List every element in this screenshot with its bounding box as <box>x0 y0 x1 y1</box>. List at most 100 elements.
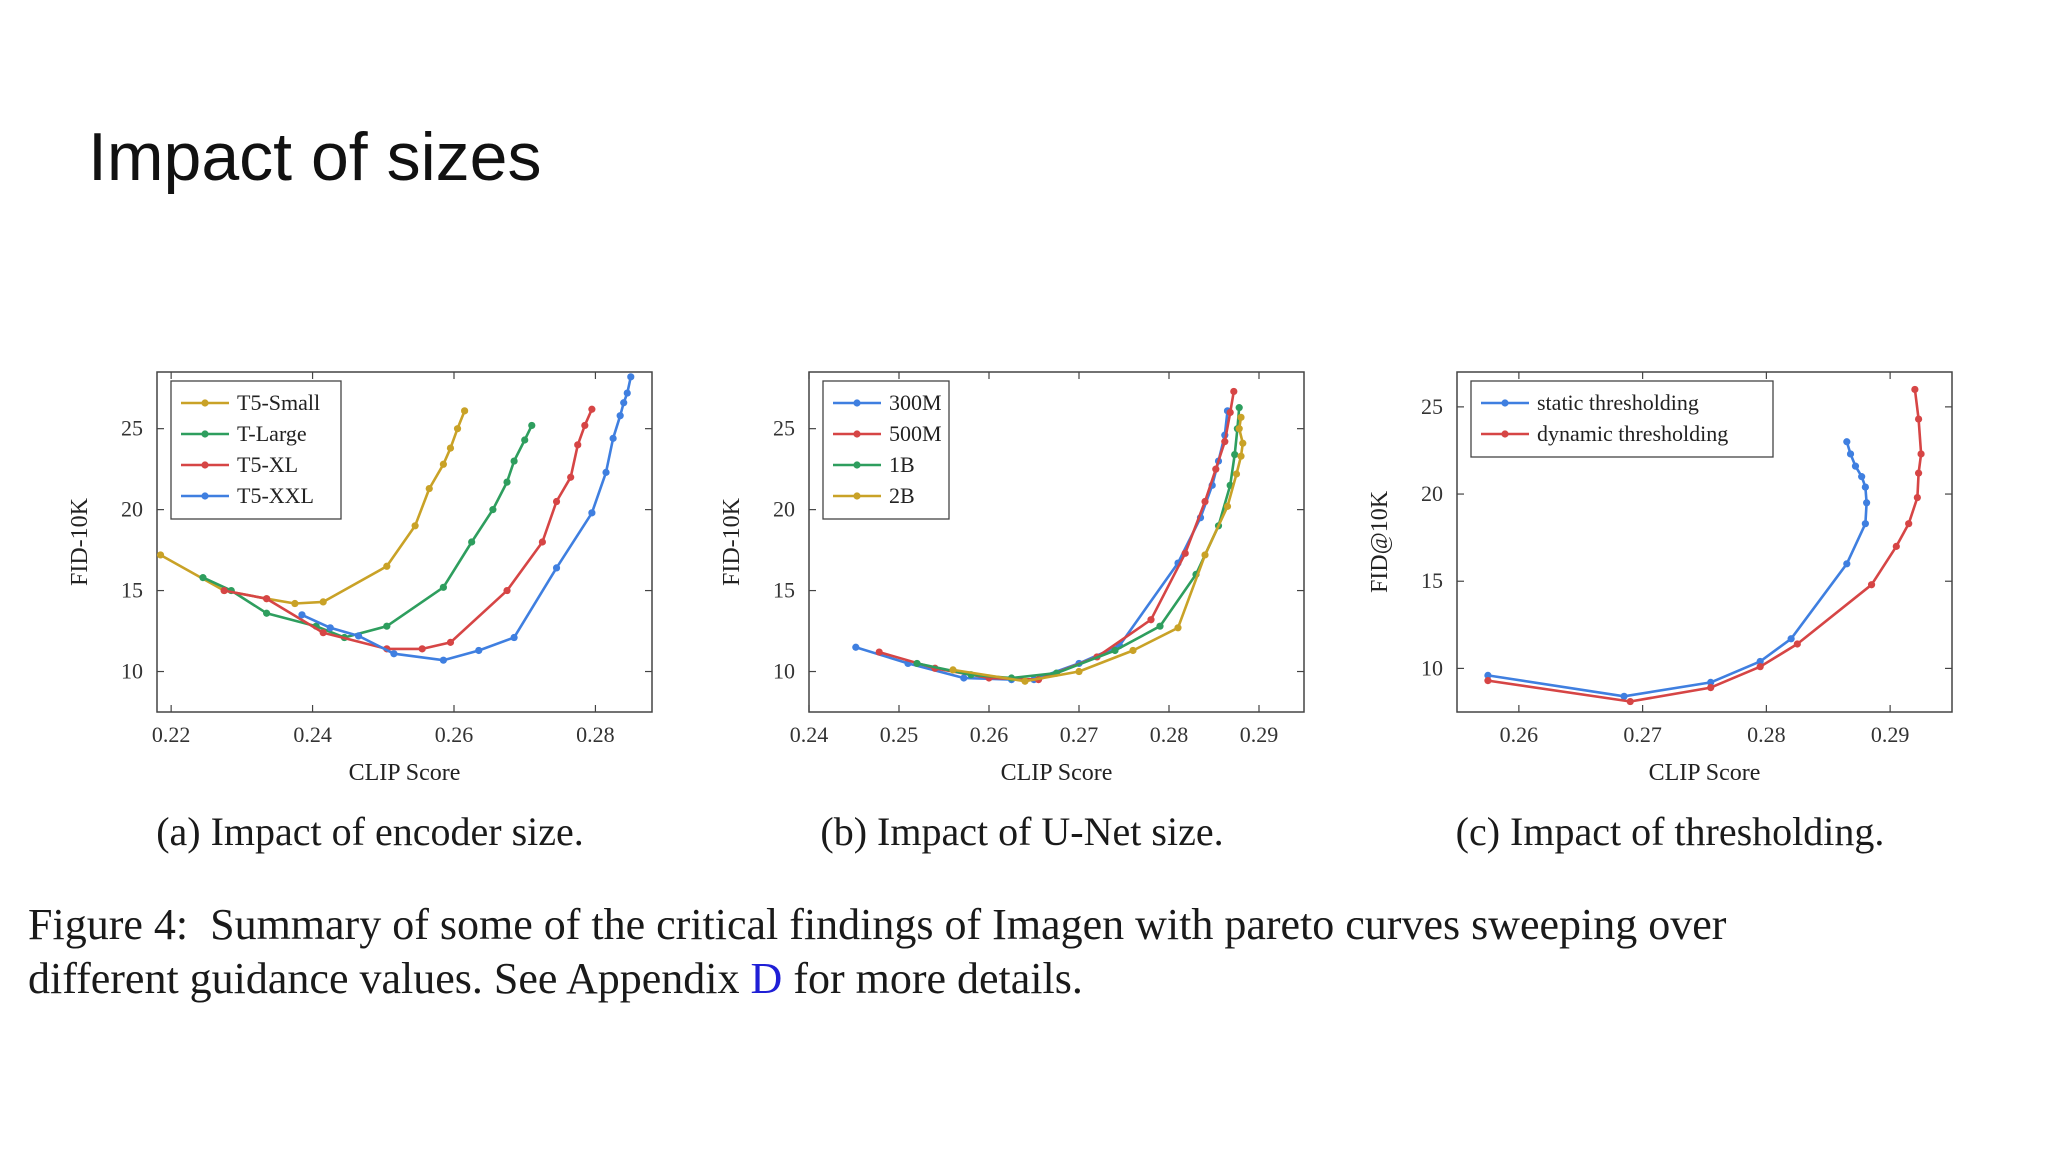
data-point-t5-xl <box>418 645 426 653</box>
data-point-t5-xl <box>574 441 582 449</box>
legend-label-2b: 2B <box>889 483 915 508</box>
data-point-static-thresholding <box>1851 462 1860 470</box>
data-point-t5-xxl <box>475 646 483 655</box>
data-point-t-large <box>528 421 536 430</box>
data-point-t-large <box>199 574 207 582</box>
data-point-2b <box>1075 667 1083 676</box>
data-point-t5-xxl <box>439 656 447 664</box>
y-tick-label: 20 <box>121 497 143 522</box>
y-tick-label: 15 <box>121 578 143 603</box>
data-point-500m <box>1226 408 1234 417</box>
data-point-static-thresholding <box>1843 560 1851 568</box>
data-point-2b <box>1239 439 1247 447</box>
data-point-static-thresholding <box>1787 635 1795 643</box>
x-tick-label: 0.24 <box>293 722 332 747</box>
y-tick-label: 20 <box>773 497 795 522</box>
x-tick-label: 0.28 <box>576 722 615 747</box>
x-tick-label: 0.29 <box>1871 722 1910 747</box>
y-tick-label: 15 <box>1421 568 1443 593</box>
data-point-t5-small <box>425 484 433 493</box>
legend-label-t-large: T-Large <box>237 421 307 446</box>
data-point-t5-xxl <box>623 389 631 397</box>
y-tick-label: 20 <box>1421 481 1443 506</box>
legend-label-t5-xl: T5-XL <box>237 452 298 477</box>
data-point-static-thresholding <box>1843 438 1851 446</box>
legend-marker-500m <box>853 430 861 438</box>
data-point-t5-xxl <box>627 373 635 381</box>
chart-unet-size: 0.24 0.25 0.26 0.27 0.28 0.29 10 15 20 25 CLIP Sco… <box>719 371 1305 786</box>
data-point-t5-xl <box>538 538 546 546</box>
data-point-t5-xxl <box>602 468 610 476</box>
chart-encoder-size: 0.22 0.24 0.26 0.28 10 15 20 25 CLIP Score FID-10… <box>67 371 653 786</box>
data-point-dynamic-thresholding <box>1913 493 1921 502</box>
figure-caption: Figure 4: Summary of some of the critica… <box>28 898 2018 1006</box>
legend-box <box>1470 380 1774 458</box>
data-point-dynamic-thresholding <box>1484 677 1492 685</box>
slide-title: Impact of sizes <box>88 119 542 195</box>
data-point-t5-xl <box>503 586 511 595</box>
data-point-t5-xl <box>319 629 327 637</box>
legend-marker-t5-xxl <box>201 492 209 500</box>
subcaption-encoder-size: (a) Impact of encoder size. <box>156 809 584 854</box>
legend-label-1b: 1B <box>889 452 915 477</box>
data-point-dynamic-thresholding <box>1892 542 1900 550</box>
data-point-dynamic-thresholding <box>1793 640 1801 648</box>
data-point-dynamic-thresholding <box>1914 469 1923 477</box>
data-point-t5-xxl <box>620 399 628 407</box>
data-point-dynamic-thresholding <box>1911 385 1919 394</box>
y-axis-label: FID-10K <box>719 497 745 586</box>
data-point-t5-small <box>291 599 299 608</box>
data-point-static-thresholding <box>1846 450 1855 458</box>
legend-marker-dynamic-thresholding <box>1501 430 1509 438</box>
data-point-dynamic-thresholding <box>1905 520 1913 528</box>
data-point-static-thresholding <box>1484 671 1492 679</box>
y-tick-label: 10 <box>773 659 795 684</box>
data-point-t5-small <box>461 407 469 415</box>
data-point-2b <box>1235 425 1243 433</box>
data-point-t5-small <box>156 551 165 559</box>
y-tick-label: 25 <box>1421 394 1443 419</box>
legend-label-t5-small: T5-Small <box>237 390 320 415</box>
data-point-2b <box>1201 551 1209 559</box>
series-line-2b <box>952 417 1245 683</box>
data-point-500m <box>1181 549 1189 557</box>
plot-frame <box>1456 371 1953 713</box>
data-point-t5-small <box>439 460 447 468</box>
data-point-t5-xxl <box>609 434 617 442</box>
data-point-t5-small <box>453 425 462 433</box>
data-point-t5-xxl <box>552 564 561 572</box>
x-axis-label: CLIP Score <box>349 760 461 786</box>
data-point-2b <box>1174 624 1182 632</box>
y-axis-label: FID-10K <box>67 497 93 586</box>
appendix-link[interactable]: D <box>750 954 783 1003</box>
x-tick-label: 0.26 <box>1500 722 1539 747</box>
figure-panel-unet-size: 0.24 0.25 0.26 0.27 0.28 0.29 10 15 20 25 CLIP Sco… <box>712 360 1332 854</box>
data-point-t-large <box>503 478 511 486</box>
data-point-t5-small <box>411 522 419 530</box>
data-point-static-thresholding <box>1620 692 1628 700</box>
data-point-300m <box>960 674 968 682</box>
x-tick-label: 0.25 <box>880 722 919 747</box>
data-point-1b <box>1235 404 1243 412</box>
data-point-t5-xl <box>220 586 228 595</box>
data-point-1b <box>1231 450 1239 459</box>
data-point-t5-xxl <box>588 509 596 517</box>
x-tick-label: 0.27 <box>1060 722 1099 747</box>
x-tick-label: 0.22 <box>152 722 191 747</box>
y-tick-label: 25 <box>121 416 143 441</box>
figure-panel-thresholding: 0.26 0.27 0.28 0.29 10 15 20 25 CLIP Score FID@10… <box>1360 360 1980 854</box>
data-point-2b <box>1021 677 1029 685</box>
legend-marker-1b <box>853 461 861 469</box>
caption-line-2-end: for more details. <box>782 954 1083 1003</box>
series-line-1b <box>916 407 1241 680</box>
data-point-500m <box>1221 438 1229 446</box>
x-tick-label: 0.26 <box>970 722 1009 747</box>
data-point-static-thresholding <box>1863 499 1871 507</box>
data-point-1b <box>1156 622 1164 630</box>
data-point-2b <box>1232 470 1241 478</box>
data-point-t5-small <box>446 444 455 452</box>
caption-line-1: Summary of some of the critical findings… <box>210 900 1727 949</box>
data-point-dynamic-thresholding <box>1626 697 1634 706</box>
data-point-t5-xxl <box>326 624 334 632</box>
data-point-t-large <box>263 609 271 617</box>
